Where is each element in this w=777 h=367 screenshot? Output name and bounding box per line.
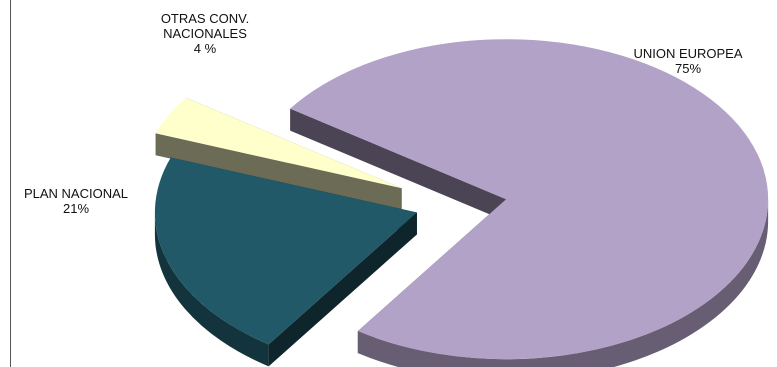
label-otras-conv-line2: NACIONALES	[163, 26, 247, 41]
label-union-europea: UNION EUROPEA 75%	[618, 46, 758, 76]
slice-2-top	[155, 97, 402, 189]
slice-0	[290, 39, 769, 367]
label-union-europea-pct: 75%	[674, 61, 702, 76]
slice-1-top	[154, 157, 417, 345]
label-union-europea-name: UNION EUROPEA	[633, 46, 743, 61]
label-plan-nacional-name: PLAN NACIONAL	[23, 186, 129, 201]
slice-2	[155, 97, 402, 211]
slice-0-side-0	[290, 108, 507, 222]
slice-1-side-0	[268, 212, 417, 367]
slice-2-side-0	[155, 133, 402, 211]
label-otras-conv: OTRAS CONV. NACIONALES 4 %	[130, 11, 280, 56]
slice-0-rim-0	[357, 199, 769, 367]
chart-frame-border	[10, 0, 11, 367]
label-otras-conv-pct: 4 %	[193, 41, 217, 56]
label-plan-nacional: PLAN NACIONAL 21%	[6, 186, 146, 216]
slice-0-top	[290, 39, 769, 360]
label-otras-conv-line1: OTRAS CONV.	[160, 11, 250, 26]
slice-1-rim-0	[154, 212, 269, 367]
label-plan-nacional-pct: 21%	[62, 201, 90, 216]
slice-1	[154, 157, 417, 367]
